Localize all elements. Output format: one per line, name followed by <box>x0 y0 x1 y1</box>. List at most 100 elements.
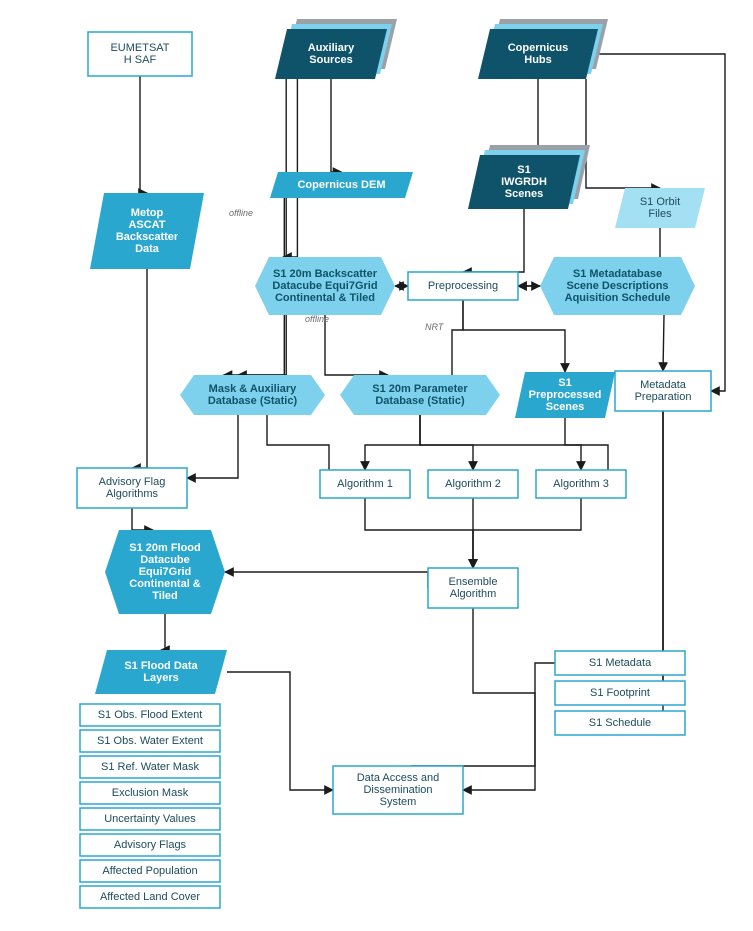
svg-text:Preprocessing: Preprocessing <box>428 280 498 292</box>
svg-text:Algorithm: Algorithm <box>450 588 496 600</box>
svg-text:Database (Static): Database (Static) <box>375 395 465 407</box>
svg-text:H SAF: H SAF <box>124 54 157 66</box>
flowchart-canvas: AuxiliarySourcesCopernicusHubsS1IWGRDHSc… <box>0 0 753 931</box>
alg1: Algorithm 1 <box>320 470 410 498</box>
affpop: Affected Population <box>80 860 220 882</box>
svg-text:Hubs: Hubs <box>524 54 552 66</box>
svg-text:S1 Flood Data: S1 Flood Data <box>124 660 198 672</box>
svg-text:Files: Files <box>648 208 672 220</box>
svg-text:Copernicus: Copernicus <box>508 42 569 54</box>
edge <box>365 415 420 470</box>
svg-text:Metadata: Metadata <box>640 379 687 391</box>
edge <box>365 498 473 568</box>
svg-text:ASCAT: ASCAT <box>128 219 165 231</box>
svg-text:System: System <box>380 796 417 808</box>
svg-text:Auxiliary: Auxiliary <box>308 42 355 54</box>
svg-text:Continental & Tiled: Continental & Tiled <box>275 292 375 304</box>
edge <box>225 572 428 588</box>
svg-text:S1 Orbit: S1 Orbit <box>640 196 680 208</box>
edge <box>161 614 165 650</box>
svg-text:Algorithm 2: Algorithm 2 <box>445 478 501 490</box>
svg-text:S1 20m Parameter: S1 20m Parameter <box>372 383 468 395</box>
svg-text:EUMETSAT: EUMETSAT <box>110 42 169 54</box>
edge <box>463 663 555 790</box>
nodes-layer: AuxiliarySourcesCopernicusHubsS1IWGRDHSc… <box>77 19 711 908</box>
obflood: S1 Obs. Flood Extent <box>80 704 220 726</box>
svg-text:Database (Static): Database (Static) <box>208 395 298 407</box>
excl: Exclusion Mask <box>80 782 220 804</box>
svg-text:Algorithm 3: Algorithm 3 <box>553 478 609 490</box>
edge <box>452 300 463 375</box>
svg-text:Advisory Flag: Advisory Flag <box>99 476 166 488</box>
edge <box>565 418 608 470</box>
edge <box>140 76 147 193</box>
s1foot: S1 Footprint <box>555 681 685 705</box>
svg-text:Backscatter: Backscatter <box>116 231 179 243</box>
edge <box>325 315 388 375</box>
obwater: S1 Obs. Water Extent <box>80 730 220 752</box>
s1floodlay: S1 Flood DataLayers <box>95 650 227 694</box>
edge <box>524 79 538 155</box>
svg-text:Scene Descriptions: Scene Descriptions <box>566 280 668 292</box>
edge <box>663 411 685 663</box>
dads: Data Access andDisseminationSystem <box>333 766 463 814</box>
svg-text:Affected Land Cover: Affected Land Cover <box>100 891 200 903</box>
edge <box>473 498 581 568</box>
svg-text:Equi7Grid: Equi7Grid <box>139 566 192 578</box>
svg-text:Datacube Equi7Grid: Datacube Equi7Grid <box>272 280 377 292</box>
svg-text:Preparation: Preparation <box>635 391 692 403</box>
svg-text:S1 Metadata: S1 Metadata <box>589 657 652 669</box>
s1prepsc: S1PreprocessedScenes <box>515 372 615 418</box>
s1orbit: S1 OrbitFiles <box>615 188 705 228</box>
annotation-offline1: offline <box>229 208 253 218</box>
advflag: Advisory FlagAlgorithms <box>77 468 187 508</box>
svg-text:Advisory Flags: Advisory Flags <box>114 839 187 851</box>
s1iwgrdh: S1IWGRDHScenes <box>468 145 590 209</box>
edge <box>267 415 329 470</box>
svg-text:Aquisition Schedule: Aquisition Schedule <box>565 292 671 304</box>
svg-text:Ensemble: Ensemble <box>449 576 498 588</box>
svg-text:S1: S1 <box>517 164 530 176</box>
svg-text:Algorithm 1: Algorithm 1 <box>337 478 393 490</box>
edge <box>224 79 287 375</box>
s1param: S1 20m ParameterDatabase (Static) <box>340 375 500 415</box>
edge <box>187 415 238 478</box>
edge <box>663 411 685 723</box>
svg-text:Copernicus DEM: Copernicus DEM <box>297 179 385 191</box>
preproc: Preprocessing <box>408 272 518 300</box>
edge <box>463 209 524 272</box>
edge <box>463 300 565 372</box>
s1floodcube: S1 20m FloodDatacubeEqui7GridContinental… <box>105 530 225 614</box>
svg-text:Datacube: Datacube <box>140 554 190 566</box>
edge <box>331 79 342 172</box>
svg-text:Exclusion Mask: Exclusion Mask <box>112 787 189 799</box>
svg-text:S1 Metadatabase: S1 Metadatabase <box>573 268 662 280</box>
svg-text:Mask & Auxiliary: Mask & Auxiliary <box>209 383 298 395</box>
cophubs: CopernicusHubs <box>478 19 608 79</box>
uncert: Uncertainty Values <box>80 808 220 830</box>
svg-text:Layers: Layers <box>143 672 178 684</box>
edge <box>227 672 333 790</box>
s1mdb: S1 MetadatabaseScene DescriptionsAquisit… <box>540 257 695 315</box>
svg-text:S1 Schedule: S1 Schedule <box>589 717 651 729</box>
svg-text:S1 Ref. Water Mask: S1 Ref. Water Mask <box>101 761 200 773</box>
svg-text:Uncertainty Values: Uncertainty Values <box>104 813 196 825</box>
svg-text:S1 20m Backscatter: S1 20m Backscatter <box>273 268 378 280</box>
svg-text:S1 Footprint: S1 Footprint <box>590 687 650 699</box>
svg-text:S1 Obs. Water Extent: S1 Obs. Water Extent <box>97 735 203 747</box>
edge <box>586 79 660 188</box>
svg-text:Tiled: Tiled <box>152 590 177 602</box>
svg-text:Scenes: Scenes <box>546 401 585 413</box>
svg-text:S1 20m Flood: S1 20m Flood <box>129 542 201 554</box>
ensemble: EnsembleAlgorithm <box>428 568 518 608</box>
edge <box>663 315 664 371</box>
svg-text:S1 Obs. Flood Extent: S1 Obs. Flood Extent <box>98 709 203 721</box>
edge <box>420 415 473 470</box>
copdem: Copernicus DEM <box>270 172 413 198</box>
svg-text:Algorithms: Algorithms <box>106 488 158 500</box>
afflc: Affected Land Cover <box>80 886 220 908</box>
svg-text:IWGRDH: IWGRDH <box>501 176 547 188</box>
svg-text:Sources: Sources <box>309 54 352 66</box>
s1meta: S1 Metadata <box>555 651 685 675</box>
annotation-nrt: NRT <box>425 322 445 332</box>
